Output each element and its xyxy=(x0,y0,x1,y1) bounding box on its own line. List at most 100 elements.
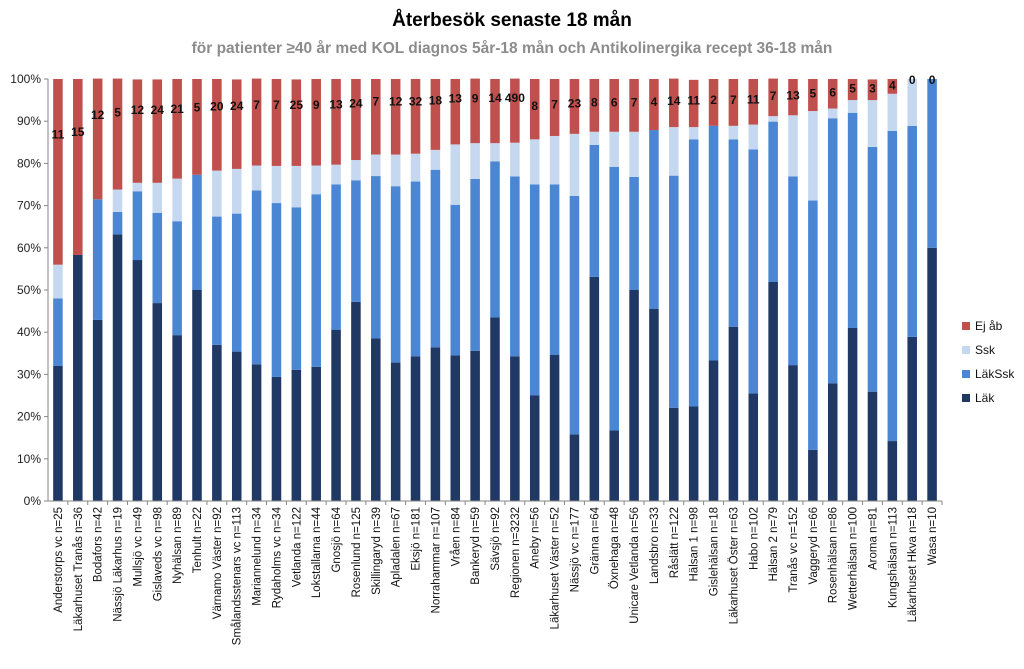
bar-ssk xyxy=(827,108,838,119)
bar-läkssk xyxy=(887,130,898,442)
bar-ssk xyxy=(212,170,222,217)
bar-läkssk xyxy=(311,194,321,367)
x-tick-label: Läkarhuset Öster n=63 xyxy=(728,507,740,624)
x-tick-label: Kungshälsan n=113 xyxy=(887,507,899,608)
x-tick-label: Gränna n=64 xyxy=(589,506,601,574)
bar-ssk xyxy=(291,165,302,208)
bar-läk xyxy=(430,347,441,501)
bar-ej-åb xyxy=(867,79,878,101)
bar-läkssk xyxy=(271,203,282,377)
bar-läk xyxy=(192,290,202,501)
x-tick-label: Gislaveds vc n=98 xyxy=(152,507,164,601)
bar-läk xyxy=(589,276,600,501)
bar-läkssk xyxy=(708,125,719,361)
bar-läk xyxy=(490,317,500,501)
x-tick-label: Läkarhuset Väster n=52 xyxy=(550,507,562,629)
bar-läk xyxy=(351,301,361,501)
x-tick-label: Lokstallarna n=44 xyxy=(311,506,323,598)
bar-ej-åb xyxy=(251,78,262,166)
bar-läk xyxy=(291,369,302,501)
bar-ej-åb xyxy=(291,79,302,166)
x-tick-label: Landsbro n=33 xyxy=(649,507,661,584)
y-tick-label: 100% xyxy=(10,72,41,86)
bar-läkssk xyxy=(629,176,639,290)
bar-ej-åb xyxy=(529,79,540,140)
y-tick-label: 10% xyxy=(17,452,41,466)
bar-ssk xyxy=(569,133,580,196)
bar-ssk xyxy=(311,165,321,195)
bar-läkssk xyxy=(907,125,917,337)
data-label: 13 xyxy=(329,98,343,112)
data-label: 7 xyxy=(372,95,379,109)
bar-ssk xyxy=(688,127,699,140)
bar-ssk xyxy=(669,127,679,176)
bar-läkssk xyxy=(649,130,659,309)
bar-läkssk xyxy=(390,186,401,363)
bar-läkssk xyxy=(609,166,619,431)
x-tick-label: Unicare Vetlanda n=56 xyxy=(629,507,641,624)
data-label: 7 xyxy=(770,89,777,103)
x-axis: Anderstorps vc n=25 Läkarhuset Tranås n=3… xyxy=(48,500,943,645)
bar-ssk xyxy=(331,164,341,185)
bar-ej-åb xyxy=(728,79,739,126)
bar-läk xyxy=(629,290,639,501)
data-label: 14 xyxy=(488,91,502,105)
bar-ej-åb xyxy=(112,78,123,190)
bar-ej-åb xyxy=(53,79,63,265)
x-tick-label: Hälsan 2 n=79 xyxy=(768,507,780,582)
data-label: 21 xyxy=(170,102,184,116)
bar-ssk xyxy=(430,149,441,170)
bar-läk xyxy=(172,335,182,501)
x-tick-label: Tenhult n=22 xyxy=(192,507,204,573)
bar-ssk xyxy=(231,168,242,214)
data-label: 7 xyxy=(273,98,280,112)
bar-läkssk xyxy=(430,169,441,348)
y-tick-label: 40% xyxy=(17,325,41,339)
data-label: 11 xyxy=(52,128,65,142)
data-label: 11 xyxy=(687,93,700,107)
x-tick-label: Tranås vc n=152 xyxy=(788,507,800,593)
bar-läkssk xyxy=(450,204,461,356)
y-axis: 0% 10% 20% 30% 40% 50% 60% 70% 80% 90% 100% xyxy=(10,72,49,508)
data-label: 11 xyxy=(747,93,760,107)
bar-läk xyxy=(73,254,83,501)
bar-ej-åb xyxy=(808,79,818,112)
bar-läkssk xyxy=(410,181,421,357)
bar-läkssk xyxy=(688,139,699,407)
bar-ej-åb xyxy=(669,78,679,128)
bar-ej-åb xyxy=(430,79,441,150)
data-label: 5 xyxy=(810,86,817,100)
bar-läk xyxy=(549,354,560,501)
data-label: 0 xyxy=(909,73,916,87)
bar-läkssk xyxy=(172,221,182,336)
data-label: 7 xyxy=(730,93,737,107)
bar-läk xyxy=(390,362,401,501)
x-tick-label: Habo n=102 xyxy=(748,507,760,570)
bar-läk xyxy=(152,303,163,501)
bar-läk xyxy=(569,434,580,501)
chart-subtitle: för patienter ≥40 år med KOL diagnos 5år… xyxy=(191,40,833,57)
y-tick-label: 70% xyxy=(17,199,41,213)
bar-läk xyxy=(231,351,242,501)
data-label: 12 xyxy=(389,95,403,109)
data-label: 7 xyxy=(253,98,260,112)
bar-läkssk xyxy=(490,161,500,318)
data-label: 20 xyxy=(210,99,224,113)
bar-ej-åb xyxy=(172,79,182,179)
bar-ej-åb xyxy=(271,79,282,166)
bar-ssk xyxy=(748,124,759,150)
x-tick-label: Anderstorps vc n=25 xyxy=(53,507,65,613)
x-tick-label: Gnosjö n=64 xyxy=(331,506,343,572)
data-label: 25 xyxy=(290,98,304,112)
bar-läkssk xyxy=(53,298,63,366)
x-tick-label: Vråen n=84 xyxy=(450,506,462,566)
y-tick-label: 0% xyxy=(24,494,42,508)
x-tick-label: Nässjö vc n=177 xyxy=(569,507,581,592)
bar-ej-åb xyxy=(371,79,381,155)
bar-ssk xyxy=(152,182,163,213)
bar-ej-åb xyxy=(152,79,163,183)
bar-läk xyxy=(410,356,421,501)
legend-swatch xyxy=(962,322,970,330)
bar-läkssk xyxy=(529,184,540,396)
x-tick-label: Skillingaryd n=39 xyxy=(371,507,383,595)
